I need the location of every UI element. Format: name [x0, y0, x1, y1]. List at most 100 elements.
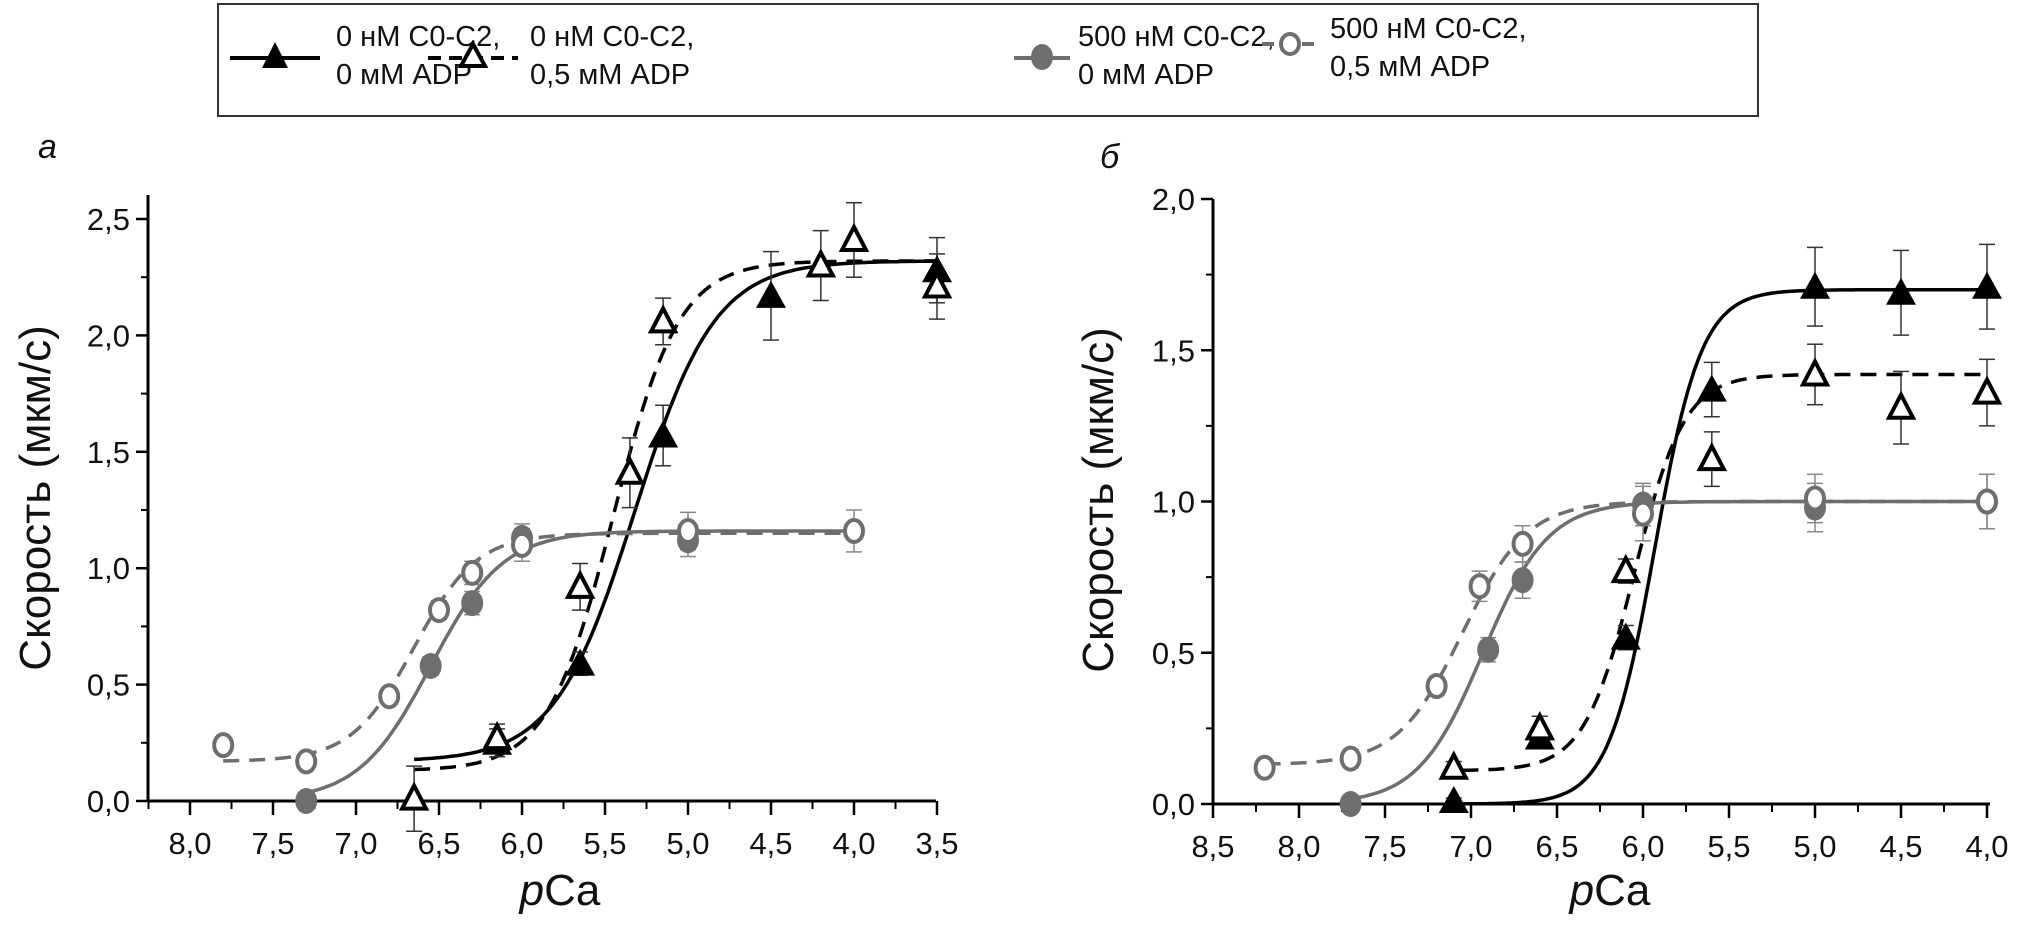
legend-label-line2: 0,5 мМ ADP	[530, 59, 690, 91]
marker-s1	[1800, 271, 1830, 299]
error-bars	[215, 201, 945, 833]
error-bars	[1256, 243, 1995, 811]
x-tick-label: 4,0	[1965, 829, 2008, 864]
x-tick-label: 7,0	[334, 826, 377, 861]
x-tick-label: 5,5	[583, 826, 626, 861]
circle-filled-marker-icon	[1031, 44, 1053, 70]
marker-s4	[378, 683, 401, 710]
marker-s4	[511, 531, 533, 558]
marker-s2	[647, 304, 679, 334]
marker-s1	[1886, 277, 1916, 305]
marker-s2	[1438, 750, 1470, 780]
fit-curves	[1264, 288, 1987, 806]
x-axis-title: pCa	[518, 866, 601, 915]
marker-s4	[1425, 673, 1448, 700]
marker-s2	[398, 781, 430, 811]
x-axis-title-rest: Ca	[1594, 866, 1651, 915]
legend-item-s3: 500 нМ C0-C2, 0 мМ ADP	[1014, 21, 1275, 91]
marker-s2	[481, 720, 513, 751]
y-tick-label: 0,0	[87, 784, 130, 819]
marker-s2	[838, 222, 870, 252]
x-axis-title-italic: p	[518, 866, 544, 915]
x-tick-label: 6,5	[417, 826, 460, 861]
legend-label-line1: 500 нМ C0-C2,	[1078, 21, 1275, 53]
legend-label-line1: 500 нМ C0-C2,	[1330, 13, 1527, 45]
marker-s4	[1339, 745, 1362, 772]
marker-s2	[1524, 711, 1556, 741]
x-tick-label: 8,5	[1191, 829, 1234, 864]
marker-s4	[461, 559, 484, 586]
marker-s4	[428, 597, 450, 624]
marker-s2	[1971, 375, 2003, 405]
marker-s4	[1468, 573, 1491, 600]
data-markers	[1253, 271, 2003, 817]
x-tick-label: 7,5	[1363, 829, 1406, 864]
marker-s4	[1511, 530, 1534, 557]
marker-s3	[1511, 567, 1534, 594]
marker-s2	[1885, 390, 1917, 420]
y-tick-label: 1,0	[1152, 485, 1195, 520]
circle-open-marker-icon	[1279, 32, 1301, 56]
marker-s3	[1339, 791, 1362, 817]
marker-s4	[843, 517, 865, 544]
fit-curves	[223, 259, 936, 795]
x-tick-label: 4,0	[832, 826, 875, 861]
y-axis-title: Скорость (мкм/с)	[11, 325, 60, 671]
fit-curve-s4	[223, 531, 854, 763]
marker-s3	[1477, 636, 1500, 663]
panel-label: б	[1100, 138, 1121, 176]
x-tick-label: 6,0	[1621, 829, 1664, 864]
x-tick-label: 8,0	[1277, 829, 1320, 864]
legend-item-s4: 500 нМ C0-C2, 0,5 мМ ADP	[1262, 13, 1527, 83]
y-tick-label: 0,0	[1152, 787, 1195, 822]
x-tick-label: 6,5	[1535, 829, 1578, 864]
marker-s2	[614, 455, 646, 485]
marker-s3	[419, 652, 442, 679]
marker-s4	[677, 517, 699, 544]
triangle-filled-marker-icon	[262, 42, 288, 68]
x-axis-title-rest: Ca	[544, 866, 601, 915]
marker-s1	[1610, 622, 1641, 650]
marker-s4	[1804, 485, 1826, 512]
y-tick-label: 2,5	[87, 202, 130, 237]
x-tick-label: 5,0	[1793, 829, 1836, 864]
marker-s2	[921, 269, 953, 299]
x-tick-label: 4,5	[749, 826, 792, 861]
fit-curve-s3	[1350, 499, 1987, 801]
marker-s2	[1799, 357, 1831, 387]
marker-s3	[461, 590, 484, 617]
chart-panel-a: а Скорость (мкм/с) pCa 8,0 7,5 7,0 6,5 6,0 5,…	[11, 128, 959, 915]
legend-item-s2: 0 нМ C0-C2, 0,5 мМ ADP	[428, 21, 694, 91]
marker-s2	[1696, 441, 1728, 472]
x-tick-label: 3,5	[915, 826, 958, 861]
x-tick-label: 7,0	[1449, 829, 1492, 864]
y-tick-label: 0,5	[1152, 636, 1195, 671]
legend-label-line2: 0,5 мМ ADP	[1330, 51, 1490, 83]
marker-s4	[1976, 488, 1998, 515]
marker-s3	[295, 788, 318, 814]
marker-s1	[1438, 785, 1469, 813]
fit-curve-s2	[1462, 372, 1986, 773]
y-tick-label: 1,5	[87, 435, 130, 470]
marker-s4	[1632, 500, 1654, 527]
marker-s2	[1610, 553, 1642, 584]
y-tick-label: 2,0	[87, 318, 130, 353]
y-tick-label: 2,0	[1152, 182, 1195, 217]
axes: 8,5 8,0 7,5 7,0 6,5 6,0 5,5 5,0 4,5 4,0 0,0 0,5 1,0 1…	[1152, 182, 2009, 864]
x-tick-label: 7,5	[251, 826, 294, 861]
marker-s2	[564, 569, 596, 599]
marker-s4	[1253, 754, 1276, 781]
marker-s1	[756, 280, 786, 308]
legend-item-s1: 0 нМ C0-C2, 0 мМ ADP	[230, 21, 500, 91]
y-axis-title: Скорость (мкм/с)	[1074, 327, 1123, 673]
marker-s4	[295, 748, 318, 775]
legend-label-line2: 0 мМ ADP	[1078, 59, 1214, 91]
legend: 0 нМ C0-C2, 0 мМ ADP 0 нМ C0-C2, 0,5 мМ …	[217, 3, 1759, 117]
marker-s1	[922, 255, 952, 283]
x-tick-label: 8,0	[168, 826, 211, 861]
marker-s2	[805, 248, 837, 278]
x-tick-label: 5,5	[1707, 829, 1750, 864]
y-tick-label: 1,5	[1152, 333, 1195, 368]
marker-s1	[1972, 271, 2002, 299]
